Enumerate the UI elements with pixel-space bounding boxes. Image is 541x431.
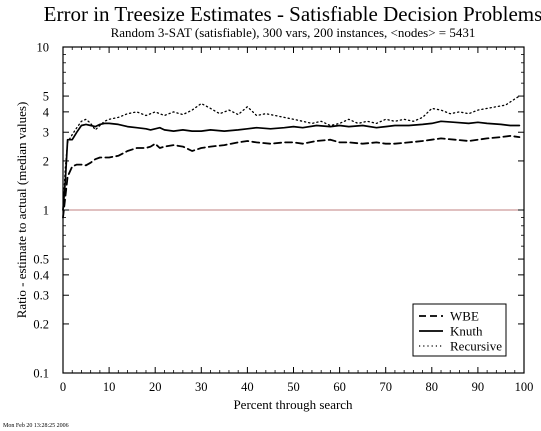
y-tick-label: 1 [43,204,49,218]
y-tick-label: 4 [43,105,50,119]
series-line-wbe [63,136,519,218]
y-tick-label: 0.3 [33,289,49,303]
y-tick-label: 0.2 [33,317,49,331]
x-tick-label: 100 [515,380,534,394]
x-tick-label: 60 [333,380,346,394]
x-tick-label: 90 [472,380,485,394]
y-tick-label: 3 [43,126,49,140]
x-tick-label: 50 [287,380,300,394]
y-tick-label: 5 [43,90,49,104]
series-layer [63,96,519,217]
legend-label-wbe: WBE [450,309,479,324]
x-tick-label: 0 [60,380,66,394]
series-line-knuth [63,121,519,210]
x-axis-label: Percent through search [233,397,353,412]
y-tick-label: 0.4 [33,268,49,282]
y-tick-label: 0.1 [33,367,49,381]
chart-title: Error in Treesize Estimates - Satisfiabl… [44,2,541,26]
chart-subtitle: Random 3-SAT (satisfiable), 300 vars, 20… [111,25,476,40]
legend-label-knuth: Knuth [450,324,483,339]
x-tick-label: 70 [379,380,392,394]
x-tick-label: 10 [103,380,116,394]
x-tick-label: 20 [149,380,162,394]
x-tick-label: 80 [426,380,439,394]
y-tick-label: 0.5 [33,253,49,267]
y-axis-label: Ratio - estimate to actual (median value… [14,102,29,319]
y-tick-label: 10 [37,41,50,55]
x-tick-label: 30 [195,380,208,394]
y-tick-label: 2 [43,154,49,168]
x-tick-label: 40 [241,380,254,394]
series-line-recursive [63,96,519,210]
timestamp-footnote: Mon Feb 20 13:28:25 2006 [3,423,69,429]
legend-label-recursive: Recursive [450,339,502,354]
